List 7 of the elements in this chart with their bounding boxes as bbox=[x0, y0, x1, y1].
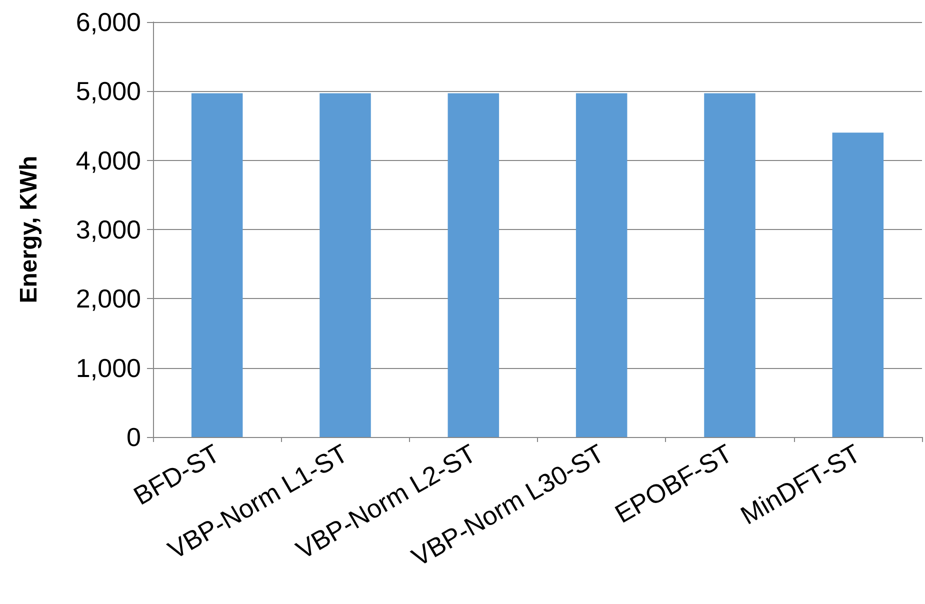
y-axis-title: Energy, KWh bbox=[16, 156, 42, 304]
y-tick-label: 3,000 bbox=[76, 214, 141, 244]
y-tick-label: 2,000 bbox=[76, 284, 141, 314]
y-tick-label: 6,000 bbox=[76, 7, 141, 37]
y-tick-label: 5,000 bbox=[76, 76, 141, 106]
y-tick-label: 4,000 bbox=[76, 145, 141, 176]
y-tick-label: 1,000 bbox=[76, 352, 141, 383]
